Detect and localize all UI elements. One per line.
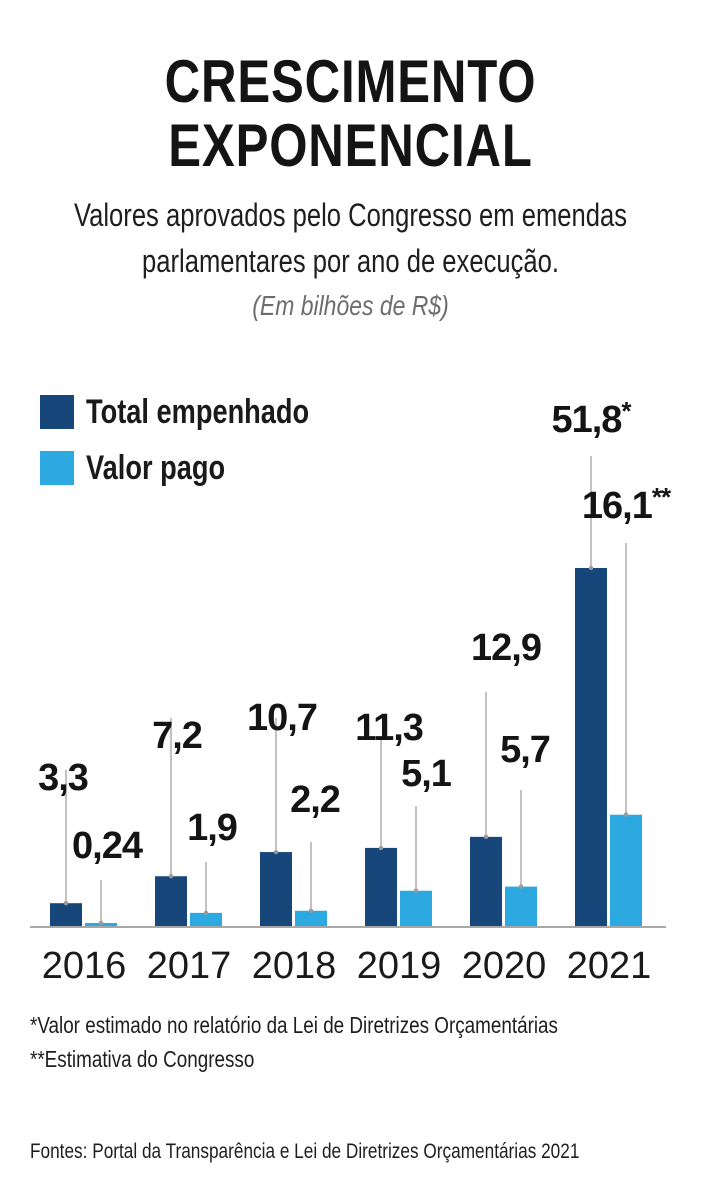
data-label-valor-pago-2016: 0,24: [72, 825, 143, 867]
data-label-total-empenhado-2018: 10,7: [247, 697, 317, 739]
data-label-total-empenhado-2017: 7,2: [152, 715, 202, 757]
leader-dot-total-empenhado-2021: [588, 565, 594, 571]
legend-label-total-empenhado: Total empenhado: [86, 392, 310, 431]
data-label-total-empenhado-2019: 11,3: [355, 707, 423, 749]
leader-dot-total-empenhado-2019: [378, 845, 384, 851]
footnote-congress-estimate: **Estimativa do Congresso: [30, 1046, 255, 1072]
legend-swatch-valor-pago: [40, 451, 74, 485]
footnote-estimated-value: *Valor estimado no relatório da Lei de D…: [30, 1012, 558, 1038]
chart-subtitle-line-2: parlamentares por ano de execução.: [142, 243, 559, 279]
data-label-total-empenhado-2020: 12,9: [471, 627, 541, 669]
leader-dot-valor-pago-2016: [98, 920, 104, 926]
legend-label-valor-pago: Valor pago: [86, 448, 226, 487]
bar-total-empenhado-2016: [50, 903, 82, 926]
leader-dot-valor-pago-2017: [203, 910, 209, 916]
bar-valor-pago-2017: [190, 912, 222, 926]
bar-valor-pago-2018: [295, 910, 327, 926]
bar-total-empenhado-2021: [575, 568, 607, 926]
bar-total-empenhado-2019: [365, 847, 397, 926]
leader-dot-total-empenhado-2020: [483, 834, 489, 840]
x-tick-label-2016: 2016: [42, 945, 127, 987]
x-tick-label-2020: 2020: [462, 945, 547, 987]
leader-dot-valor-pago-2020: [518, 884, 524, 889]
x-tick-label-2019: 2019: [357, 945, 442, 987]
x-tick-label-2021: 2021: [567, 945, 652, 987]
leader-dot-total-empenhado-2016: [63, 900, 69, 906]
legend-item-valor-pago: Valor pago: [40, 448, 260, 488]
data-label-valor-pago-2020: 5,7: [500, 729, 550, 771]
data-label-total-empenhado-2016: 3,3: [38, 757, 88, 799]
bar-valor-pago-2021: [610, 814, 642, 926]
chart-subtitle-line-1: Valores aprovados pelo Congresso em emen…: [73, 197, 628, 233]
data-label-valor-pago-2017: 1,9: [187, 807, 237, 849]
bar-total-empenhado-2018: [260, 852, 292, 926]
leader-dot-valor-pago-2021: [623, 812, 629, 817]
data-label-valor-pago-2018: 2,2: [290, 779, 340, 821]
x-tick-label-2017: 2017: [147, 945, 232, 987]
chart-title-line-1: CRESCIMENTO: [164, 48, 537, 115]
leader-dot-total-empenhado-2017: [168, 874, 174, 879]
legend-item-total-empenhado: Total empenhado: [40, 392, 365, 432]
chart-sources: Fontes: Portal da Transparência e Lei de…: [30, 1140, 580, 1163]
bar-total-empenhado-2020: [470, 836, 502, 926]
chart-title-line-2: EXPONENCIAL: [168, 112, 533, 179]
leader-dot-total-empenhado-2018: [273, 849, 279, 855]
leader-dot-valor-pago-2018: [308, 908, 314, 913]
bar-total-empenhado-2017: [155, 876, 187, 926]
data-label-valor-pago-2019: 5,1: [401, 753, 452, 795]
legend-swatch-total-empenhado: [40, 395, 74, 429]
leader-dot-valor-pago-2019: [413, 888, 419, 893]
x-tick-label-2018: 2018: [252, 945, 337, 987]
bar-valor-pago-2019: [400, 890, 432, 926]
data-label-valor-pago-2021: 16,1**: [582, 482, 672, 527]
data-label-total-empenhado-2021: 51,8*: [551, 396, 632, 441]
bar-valor-pago-2020: [505, 886, 537, 926]
chart-unit-label: (Em bilhões de R$): [252, 290, 449, 321]
